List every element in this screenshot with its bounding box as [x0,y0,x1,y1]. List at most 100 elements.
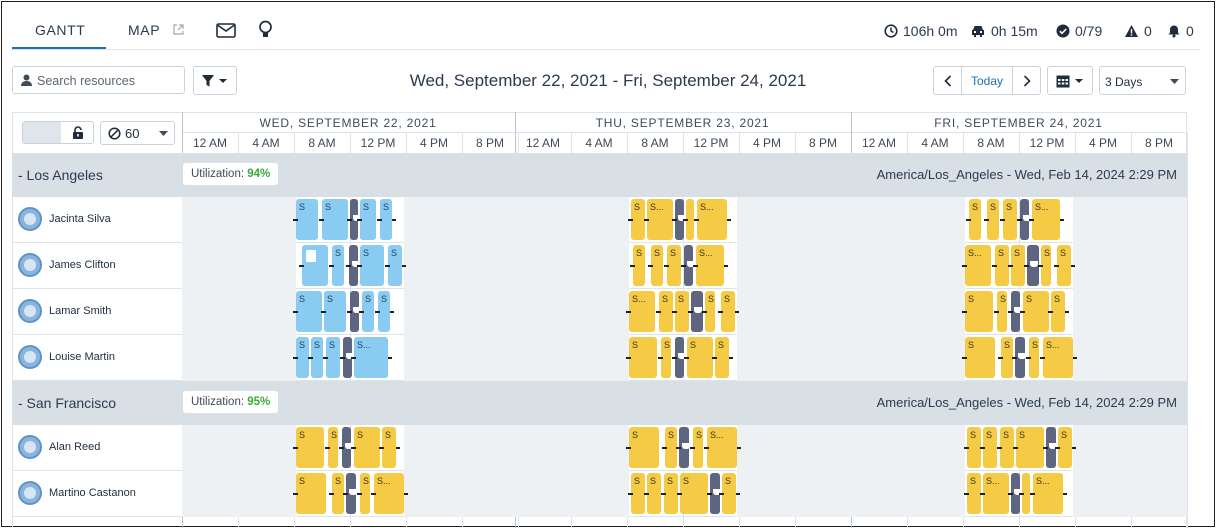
resource-row[interactable]: Louise Martin [12,335,182,381]
appointment-block[interactable]: S [1041,245,1051,286]
appointment-block[interactable]: S [629,427,659,468]
appointment-block[interactable]: S [997,291,1007,332]
break-block[interactable] [679,427,689,468]
appointment-block[interactable]: S... [647,199,673,240]
appointment-block[interactable]: S [965,291,993,332]
appointment-block[interactable]: S [326,337,340,378]
break-block[interactable] [350,199,358,240]
resource-row[interactable]: Lamar Smith [12,289,182,335]
appointment-block[interactable]: S [705,291,715,332]
lightbulb-icon[interactable] [258,20,273,42]
stat-warnings[interactable]: 0 [1124,23,1152,39]
appointment-block[interactable] [302,245,328,286]
break-block[interactable] [349,245,358,286]
appointment-block[interactable]: S... [629,291,655,332]
appointment-block[interactable]: S [687,337,713,378]
break-block[interactable] [684,245,693,286]
break-block[interactable] [675,337,684,378]
break-block[interactable] [350,291,359,332]
break-block[interactable] [346,473,356,514]
appointment-block[interactable]: S... [1032,199,1060,240]
appointment-block[interactable]: S [1057,245,1071,286]
appointment-block[interactable]: S... [696,245,724,286]
tab-gantt[interactable]: GANTT [35,22,86,38]
appointment-block[interactable]: S [380,199,392,240]
appointment-block[interactable]: S [360,473,370,514]
appointment-block[interactable]: S... [983,473,1009,514]
next-button[interactable] [1012,66,1041,95]
appointment-block[interactable]: S [332,473,344,514]
appointment-block[interactable]: S [296,473,326,514]
mail-icon[interactable] [216,23,236,41]
filter-button[interactable] [193,66,237,95]
appointment-block[interactable]: S [983,427,997,468]
appointment-block[interactable]: S [987,199,999,240]
appointment-block[interactable]: S [631,199,645,240]
resource-row[interactable]: Alan Reed [12,425,182,471]
break-block[interactable] [1046,427,1056,468]
lock-toggle[interactable] [22,121,94,144]
appointment-block[interactable]: S [360,245,384,286]
appointment-block[interactable]: S [354,427,380,468]
appointment-block[interactable]: S [661,337,671,378]
appointment-block[interactable]: S [378,291,390,332]
appointment-block[interactable]: S [1000,427,1014,468]
appointment-block[interactable]: S [1023,291,1049,332]
appointment-block[interactable]: S [665,427,677,468]
calendar-button[interactable] [1047,66,1093,95]
appointment-block[interactable]: S [967,473,981,514]
appointment-block[interactable]: S [651,245,663,286]
appointment-block[interactable]: S [631,473,645,514]
break-block[interactable] [710,473,720,514]
prev-button[interactable] [933,66,962,95]
appointment-block[interactable]: S [967,427,981,468]
range-select[interactable]: 3 Days [1099,66,1186,95]
appointment-block[interactable]: S [324,291,346,332]
appointment-block[interactable]: S [296,199,318,240]
today-button[interactable]: Today [961,66,1013,95]
appointment-block[interactable]: S... [354,337,388,378]
break-block[interactable] [675,199,684,240]
appointment-block[interactable]: S [362,291,374,332]
appointment-block[interactable]: S... [697,199,727,240]
appointment-block[interactable]: S [715,337,729,378]
appointment-block[interactable] [686,199,694,240]
appointment-block[interactable]: S [296,291,322,332]
appointment-block[interactable]: S [388,245,402,286]
appointment-block[interactable]: S [1011,245,1025,286]
appointment-block[interactable]: S [629,337,657,378]
appointment-block[interactable]: S [675,291,689,332]
appointment-block[interactable]: S [633,245,645,286]
appointment-block[interactable]: S [965,337,995,378]
appointment-block[interactable]: S [995,245,1009,286]
appointment-block[interactable]: S [332,245,344,286]
stat-alerts[interactable]: 0 [1167,23,1194,39]
appointment-block[interactable]: S... [1033,473,1063,514]
appointment-block[interactable]: S [1058,427,1072,468]
appointment-block[interactable]: S [311,337,323,378]
appointment-block[interactable]: S [1001,337,1013,378]
appointment-block[interactable]: S [693,427,703,468]
external-link-icon[interactable] [173,24,184,38]
appointment-block[interactable]: S [360,199,376,240]
appointment-block[interactable]: S... [965,245,991,286]
appointment-block[interactable]: S [1003,199,1017,240]
appointment-block[interactable]: S... [1043,337,1073,378]
appointment-block[interactable]: S [659,291,673,332]
group-header[interactable]: - San Francisco Utilization: 95% America/L… [12,381,1187,425]
resource-row[interactable]: Martino Castanon [12,471,182,517]
appointment-block[interactable]: S... [374,473,404,514]
appointment-block[interactable]: S [680,473,708,514]
appointment-block[interactable]: S [296,337,309,378]
break-block[interactable] [1011,473,1020,514]
break-block[interactable] [1027,245,1039,286]
appointment-block[interactable]: S [1016,427,1044,468]
group-header[interactable]: - Los Angeles Utilization: 94% America/Los… [12,153,1187,197]
appointment-block[interactable]: S [969,199,981,240]
appointment-block[interactable] [1022,473,1030,514]
appointment-block[interactable]: S [322,199,348,240]
appointment-block[interactable]: S [664,473,678,514]
appointment-block[interactable]: S [1051,291,1065,332]
appointment-block[interactable]: S [382,427,396,468]
break-block[interactable] [343,337,352,378]
